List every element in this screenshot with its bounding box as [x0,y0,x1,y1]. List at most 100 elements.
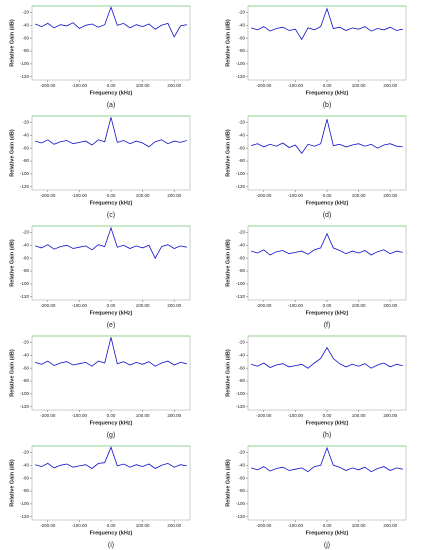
x-tick-label: -200.00 [256,83,272,88]
spectrum-line [35,446,187,469]
spectrum-line [35,226,187,260]
x-tick-label: 200.00 [383,413,397,418]
x-tick-label: 100.00 [136,193,150,198]
y-tick-label: -80 [238,378,245,383]
plot-area [247,115,407,191]
y-tick-label: -40 [22,22,29,27]
y-axis-title: Relative Gain (dB) [225,349,231,397]
plot-area [31,115,191,191]
panel-caption: (e) [107,322,116,329]
y-tick-label: -120 [20,74,30,79]
y-tick-label: -60 [238,145,245,150]
x-tick-label: 0.00 [323,83,332,88]
y-tick-label: -60 [22,145,29,150]
y-tick-label: -20 [238,120,245,125]
y-tick-label: -120 [236,514,246,519]
y-tick-label: -100 [236,501,246,506]
y-tick-label: -120 [20,514,30,519]
panel-caption: (i) [108,542,114,549]
y-axis-title: Relative Gain (dB) [9,459,15,507]
y-tick-label: -60 [22,365,29,370]
y-tick-label: -40 [238,242,245,247]
x-tick-label: 0.00 [323,413,332,418]
y-axis-title: Relative Gain (dB) [225,129,231,177]
y-tick-label: -60 [238,475,245,480]
y-tick-label: -40 [238,22,245,27]
x-tick-label: -200.00 [40,303,56,308]
y-tick-label: -20 [22,450,29,455]
y-tick-label: -20 [22,120,29,125]
x-tick-label: -200.00 [40,523,56,528]
y-tick-label: -120 [236,184,246,189]
y-axis-title: Relative Gain (dB) [9,129,15,177]
x-tick-label: 200.00 [383,83,397,88]
y-tick-label: -20 [22,10,29,15]
y-tick-label: -60 [22,255,29,260]
x-tick-label: 0.00 [107,413,116,418]
y-axis-title: Relative Gain (dB) [225,239,231,287]
x-tick-label: 0.00 [323,523,332,528]
y-tick-label: -80 [22,158,29,163]
y-tick-label: -20 [238,230,245,235]
x-axis-title: Frequency (kHz) [306,200,349,206]
spectrum-line [251,7,403,41]
x-tick-label: 0.00 [107,193,116,198]
y-tick-label: -60 [22,475,29,480]
y-tick-label: -20 [22,230,29,235]
x-tick-label: -200.00 [40,83,56,88]
plot-area [31,5,191,81]
y-tick-label: -20 [22,340,29,345]
x-tick-label: -100.00 [72,193,88,198]
y-tick-label: -100 [236,171,246,176]
y-tick-label: -80 [238,488,245,493]
x-tick-label: 200.00 [167,413,181,418]
y-tick-label: -100 [236,391,246,396]
y-tick-label: -60 [22,35,29,40]
y-tick-label: -40 [22,242,29,247]
y-axis-title: Relative Gain (dB) [9,239,15,287]
panel-caption: (d) [323,212,332,219]
x-axis-title: Frequency (kHz) [306,310,349,316]
panel-caption: (b) [323,102,332,109]
spectrum-line [35,337,187,367]
y-tick-label: -80 [22,378,29,383]
spectrum-line [35,117,187,148]
plot-area [31,445,191,521]
panel-caption: (f) [324,322,331,329]
x-tick-label: 100.00 [136,83,150,88]
y-tick-label: -40 [22,132,29,137]
y-tick-label: -40 [238,132,245,137]
x-tick-label: -100.00 [72,83,88,88]
x-tick-label: -100.00 [72,413,88,418]
x-tick-label: 100.00 [352,303,366,308]
x-tick-label: 200.00 [167,523,181,528]
y-tick-label: -120 [236,294,246,299]
x-tick-label: 200.00 [167,303,181,308]
x-tick-label: -200.00 [40,413,56,418]
x-tick-label: 0.00 [107,303,116,308]
x-tick-label: 100.00 [352,83,366,88]
y-tick-label: -40 [238,462,245,467]
y-tick-label: -120 [20,404,30,409]
x-tick-label: 0.00 [107,83,116,88]
y-axis-title: Relative Gain (dB) [9,349,15,397]
y-tick-label: -60 [238,365,245,370]
x-axis-title: Frequency (kHz) [90,200,133,206]
y-tick-label: -100 [20,281,30,286]
x-tick-label: -100.00 [288,413,304,418]
y-tick-label: -120 [236,404,246,409]
spectrum-line [251,446,403,473]
y-tick-label: -120 [20,184,30,189]
plot-area [247,225,407,301]
panel-caption: (g) [107,432,116,439]
x-tick-label: 200.00 [167,83,181,88]
x-axis-title: Frequency (kHz) [306,90,349,96]
y-tick-label: -80 [238,48,245,53]
y-tick-label: -80 [238,268,245,273]
x-tick-label: -200.00 [256,413,272,418]
y-tick-label: -20 [238,450,245,455]
x-tick-label: -100.00 [288,523,304,528]
panel-caption: (j) [324,542,330,549]
y-tick-label: -100 [20,61,30,66]
